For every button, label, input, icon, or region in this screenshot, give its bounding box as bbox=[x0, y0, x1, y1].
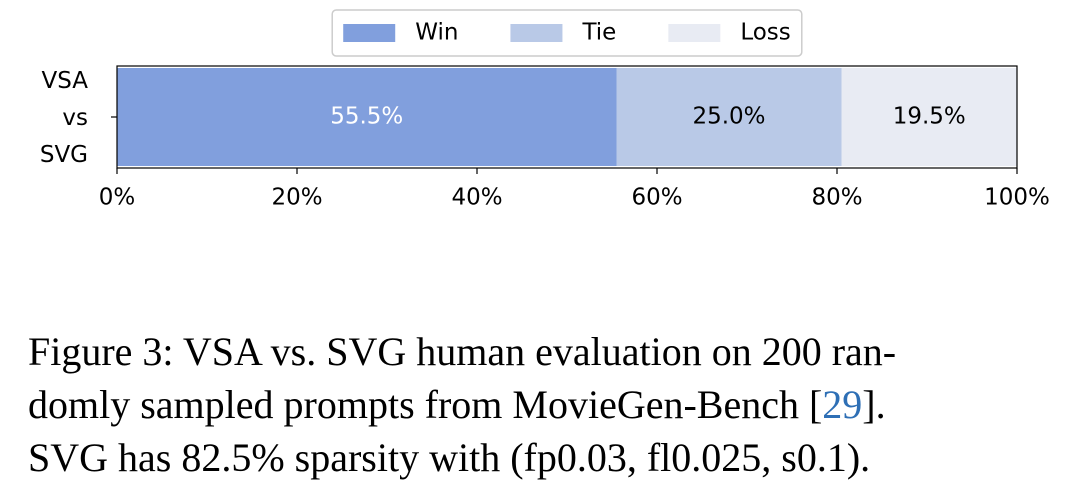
legend-swatch bbox=[343, 24, 396, 42]
caption: Figure 3: VSA vs. SVG human evaluation o… bbox=[28, 325, 1078, 484]
legend-swatch bbox=[510, 24, 563, 42]
legend-label: Loss bbox=[740, 20, 790, 46]
bar-segment bbox=[117, 68, 617, 166]
x-tick-label: 60% bbox=[631, 185, 682, 211]
bar-segment bbox=[841, 68, 1017, 166]
caption-text: ]. SVG has 82.5% sparsity with (fp0.03, … bbox=[28, 382, 886, 480]
legend-label: Win bbox=[415, 20, 458, 46]
bar-segment bbox=[616, 68, 842, 166]
chart: 55.5% 25.0% 19.5% 0% 20% 40% 60% 80% 100% Win Tie L… bbox=[99, 9, 1050, 211]
data-label: 25.0% bbox=[692, 104, 765, 130]
legend-swatch bbox=[668, 24, 721, 42]
caption-text: Figure 3: VSA vs. SVG human evaluation o… bbox=[28, 329, 897, 427]
x-tick-label: 100% bbox=[984, 185, 1050, 211]
x-tick-label: 0% bbox=[99, 185, 136, 211]
plot-frame bbox=[116, 65, 1018, 169]
x-tick-label: 20% bbox=[271, 185, 322, 211]
legend-frame bbox=[331, 9, 803, 57]
legend-label: Tie bbox=[581, 20, 616, 46]
y-tick-label: VSA vs SVG bbox=[39, 68, 88, 168]
legend: Win Tie Loss bbox=[331, 9, 803, 57]
data-label: 19.5% bbox=[893, 104, 966, 130]
x-tick-label: 40% bbox=[451, 185, 502, 211]
citation[interactable]: 29 bbox=[822, 382, 863, 427]
x-tick-label: 80% bbox=[811, 185, 862, 211]
data-label: 55.5% bbox=[330, 104, 403, 130]
